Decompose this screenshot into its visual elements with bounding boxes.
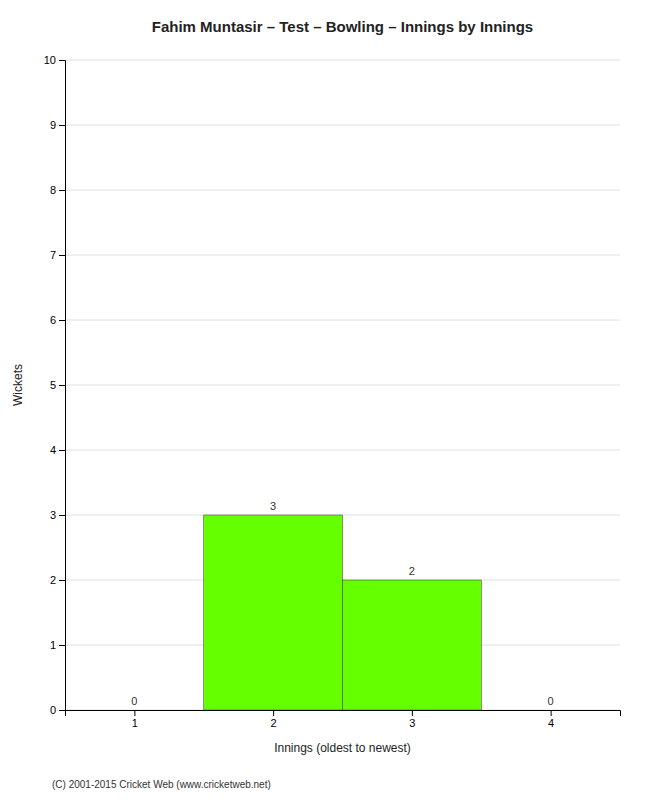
grid-line: [65, 255, 620, 256]
y-axis-tick-mark: [59, 385, 65, 386]
y-axis-tick-label: 9: [50, 119, 56, 131]
y-axis-tick: 2: [50, 574, 65, 586]
y-axis-tick: 8: [50, 184, 65, 196]
grid: [65, 60, 620, 710]
y-axis-tick-label: 10: [44, 54, 56, 66]
x-axis-tick-label: 4: [548, 717, 554, 729]
grid-line: [65, 60, 620, 61]
y-axis-tick: 6: [50, 314, 65, 326]
y-axis-tick-label: 1: [50, 639, 56, 651]
bar: [343, 580, 482, 710]
y-axis-tick-mark: [59, 60, 65, 61]
x-axis-line: [66, 711, 621, 717]
y-axis-tick: 3: [50, 509, 65, 521]
x-axis-tick-mark: [412, 710, 413, 716]
y-axis-line: [59, 61, 66, 711]
y-axis-tick: 4: [50, 444, 65, 456]
data-label: 3: [270, 500, 276, 512]
x-axis-tick: 3: [409, 710, 415, 729]
bar: [481, 710, 620, 711]
y-axis-tick-mark: [59, 645, 65, 646]
footer: (C) 2001-2015 Cricket Web (www.cricketwe…: [52, 779, 271, 790]
y-axis-tick-mark: [59, 190, 65, 191]
y-axis-tick-mark: [59, 515, 65, 516]
y-axis: 0 1 2 3 4 5 6 7 8 9 10: [44, 54, 66, 716]
y-axis-tick: 1: [50, 639, 65, 651]
bars: [204, 515, 482, 710]
plot: 0 3 2 0 1 2 3 4 0 1 2 3 4 5 6 7 8 9 10: [44, 54, 621, 729]
data-labels: 0 3 2 0: [131, 500, 553, 707]
y-axis-tick-label: 3: [50, 509, 56, 521]
x-axis-tick: 4: [548, 710, 554, 729]
grid-line: [65, 450, 620, 451]
y-axis-tick-mark: [59, 580, 65, 581]
y-axis-tick-mark: [59, 255, 65, 256]
x-axis-tick: 1: [132, 710, 138, 729]
grid-line: [65, 190, 620, 191]
y-axis-title: Wickets: [11, 364, 25, 406]
y-axis-tick: 10: [44, 54, 65, 66]
title: Fahim Muntasir – Test – Bowling – Inning…: [152, 18, 533, 35]
chart: 0 3 2 0 1 2 3 4 0 1 2 3 4 5 6 7 8 9 10 Fahim Muntasir – Tes…: [0, 0, 650, 800]
x-axis-tick-label: 3: [409, 717, 415, 729]
y-axis-tick-label: 5: [50, 379, 56, 391]
grid-line: [65, 320, 620, 321]
data-label: 2: [409, 565, 415, 577]
x-axis-tick-mark: [273, 710, 274, 716]
x-axis-tick-label: 1: [132, 717, 138, 729]
y-axis-tick-label: 7: [50, 249, 56, 261]
bar: [65, 710, 204, 711]
y-axis-tick-mark: [59, 450, 65, 451]
data-label: 0: [548, 695, 554, 707]
x-axis-title: Innings (oldest to newest): [274, 741, 411, 755]
grid-line: [65, 385, 620, 386]
y-axis-tick-mark: [59, 710, 65, 711]
y-axis-tick-mark: [59, 320, 65, 321]
y-axis-tick-label: 0: [50, 704, 56, 716]
grid-line: [65, 125, 620, 126]
y-axis-tick-label: 4: [50, 444, 56, 456]
y-axis-tick-label: 2: [50, 574, 56, 586]
y-axis-tick: 5: [50, 379, 65, 391]
x-axis-tick-mark: [134, 710, 135, 716]
x-axis: 1 2 3 4: [66, 710, 621, 729]
bar: [204, 515, 343, 710]
x-axis-tick: 2: [271, 710, 277, 729]
y-axis-tick-mark: [59, 125, 65, 126]
y-axis-tick: 0: [50, 704, 65, 716]
y-axis-tick-label: 8: [50, 184, 56, 196]
y-axis-tick: 7: [50, 249, 65, 261]
y-axis-tick-label: 6: [50, 314, 56, 326]
x-axis-tick-mark: [551, 710, 552, 716]
x-axis-tick-label: 2: [271, 717, 277, 729]
y-axis-tick: 9: [50, 119, 65, 131]
data-label: 0: [131, 695, 137, 707]
